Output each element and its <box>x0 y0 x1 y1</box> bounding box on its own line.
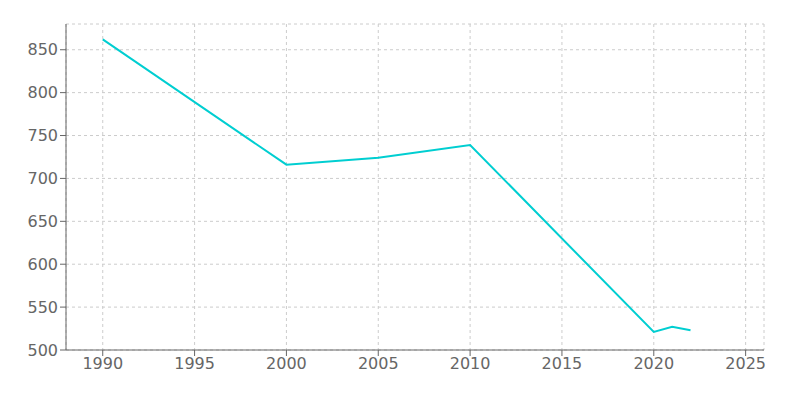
svg-text:700: 700 <box>27 169 58 188</box>
svg-text:2020: 2020 <box>633 354 674 373</box>
svg-text:650: 650 <box>27 212 58 231</box>
svg-text:850: 850 <box>27 40 58 59</box>
svg-text:800: 800 <box>27 83 58 102</box>
svg-text:2000: 2000 <box>266 354 307 373</box>
svg-text:550: 550 <box>27 298 58 317</box>
svg-text:2005: 2005 <box>358 354 399 373</box>
svg-text:1990: 1990 <box>82 354 123 373</box>
svg-text:600: 600 <box>27 255 58 274</box>
svg-text:750: 750 <box>27 126 58 145</box>
svg-text:1995: 1995 <box>174 354 215 373</box>
svg-text:2025: 2025 <box>725 354 766 373</box>
svg-text:2015: 2015 <box>542 354 583 373</box>
svg-text:500: 500 <box>27 341 58 360</box>
svg-text:2010: 2010 <box>450 354 491 373</box>
